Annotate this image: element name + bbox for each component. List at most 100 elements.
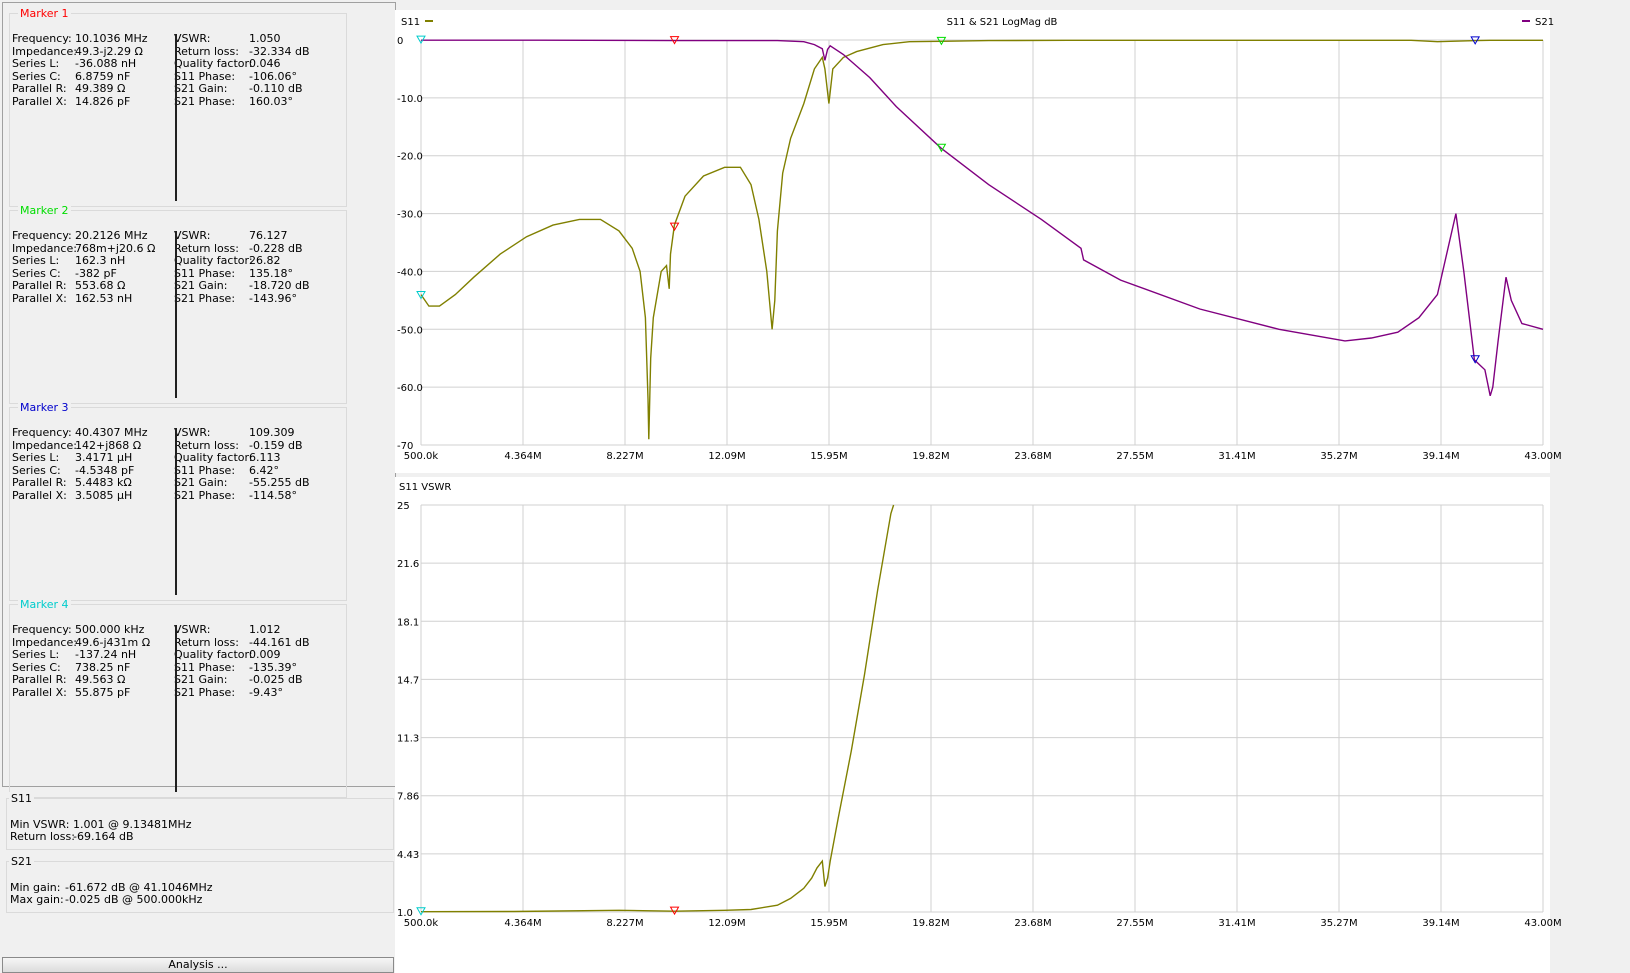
marker-field-value: 5.4483 kΩ <box>75 476 132 489</box>
marker-field-label: Return loss: <box>174 438 239 452</box>
x-tick-label: 43.00M <box>1524 451 1561 462</box>
x-tick-label: 4.364M <box>504 451 541 462</box>
marker-field-label: S21 Gain: <box>174 476 228 489</box>
marker-field-value: 553.68 Ω <box>75 279 126 292</box>
marker-field-value: 162.3 nH <box>75 254 126 267</box>
marker-field-value: -137.24 nH <box>75 648 137 661</box>
marker-field-value: 0.009 <box>249 648 281 661</box>
marker-field-value: 1.012 <box>249 623 281 636</box>
marker-field-value: -0.110 dB <box>249 82 303 95</box>
s21-min-gain-value: -61.672 dB @ 41.1046MHz <box>65 881 213 894</box>
marker-field-label: Impedance: <box>12 44 77 58</box>
marker-field-value: 3.5085 µH <box>75 488 133 502</box>
marker-field-value: 0.046 <box>249 57 281 70</box>
x-tick-label: 4.364M <box>504 918 541 929</box>
marker-field-value: 500.000 kHz <box>75 623 145 636</box>
marker-field-value: 49.3-j2.29 Ω <box>75 44 143 58</box>
marker-field-value: 76.127 <box>249 229 288 242</box>
marker-field-label: S11 Phase: <box>174 69 236 83</box>
s11-return-loss-label: Return loss: <box>10 830 75 843</box>
marker-field-value: 135.18° <box>249 266 293 280</box>
chart-background <box>395 10 1550 473</box>
marker-field-value: -106.06° <box>249 69 297 83</box>
marker-field-label: Parallel X: <box>12 94 67 108</box>
marker-field-label: Series L: <box>12 254 60 267</box>
y-tick-label: 21.6 <box>397 559 419 570</box>
marker-field-value: 738.25 nF <box>75 660 131 674</box>
marker-field-value: 1.050 <box>249 32 281 45</box>
s21-min-gain-label: Min gain: <box>10 881 61 894</box>
marker-title: Marker 3 <box>18 401 71 414</box>
marker-field-label: S11 Phase: <box>174 266 236 280</box>
x-tick-label: 27.55M <box>1116 451 1153 462</box>
series-line-s11-vswr <box>420 504 895 913</box>
marker-1-box: Marker 1 Frequency: 10.1036 MHz Impedance: 4… <box>9 7 347 207</box>
marker-field-label: VSWR: <box>174 623 211 636</box>
y-tick-label: 7.86 <box>397 792 419 803</box>
x-tick-label: 23.68M <box>1014 451 1051 462</box>
marker-field-label: Series L: <box>12 648 60 661</box>
marker-field-value: 6.113 <box>249 451 281 464</box>
marker-field-label: Return loss: <box>174 241 239 255</box>
marker-field-value: 40.4307 MHz <box>75 426 148 439</box>
chart-title: S11 VSWR <box>399 482 451 493</box>
marker-divider <box>175 625 177 792</box>
marker-field-label: Frequency: <box>12 229 72 242</box>
marker-field-value: 55.875 pF <box>75 685 131 699</box>
legend-s21-label: S21 <box>1535 17 1554 28</box>
marker-title: Marker 4 <box>18 598 71 611</box>
s21-summary-title: S21 <box>9 855 34 868</box>
y-tick-label: 4.43 <box>397 850 419 861</box>
marker-3-s21 <box>1470 355 1481 364</box>
marker-field-label: Series C: <box>12 660 61 674</box>
marker-field-label: Impedance: <box>12 635 77 649</box>
x-tick-label: 27.55M <box>1116 918 1153 929</box>
marker-field-value: -18.720 dB <box>249 279 310 292</box>
marker-field-label: Impedance: <box>12 241 77 255</box>
marker-field-value: -9.43° <box>249 685 283 699</box>
x-tick-label: 35.27M <box>1320 451 1357 462</box>
marker-field-label: Frequency: <box>12 32 72 45</box>
marker-field-value: -382 pF <box>75 266 117 280</box>
marker-field-label: Series C: <box>12 69 61 83</box>
marker-field-label: Parallel R: <box>12 279 67 292</box>
logmag-chart: 500.0k 4.364M 8.227M 12.09M 15.95M 19.82M 23.6… <box>395 10 1562 473</box>
marker-field-label: S21 Phase: <box>174 94 236 108</box>
analysis-button[interactable]: Analysis ... <box>2 957 394 973</box>
marker-1-s11 <box>669 222 680 232</box>
marker-field-value: -0.025 dB <box>249 673 303 686</box>
marker-4-s11 <box>416 291 426 300</box>
marker-field-value: 26.82 <box>249 254 281 267</box>
y-tick-label: -30.0 <box>397 210 423 221</box>
marker-field-label: Quality factor: <box>174 57 253 70</box>
x-tick-label: 12.09M <box>708 451 745 462</box>
series-line-s21 <box>421 39 1544 397</box>
marker-field-label: Series C: <box>12 266 61 280</box>
x-tick-label: 12.09M <box>708 918 745 929</box>
s11-summary: S11 Min VSWR: 1.001 @ 9.13481MHz Return l… <box>6 792 394 850</box>
marker-field-label: Quality factor: <box>174 254 253 267</box>
marker-field-value: 6.8759 nF <box>75 69 131 83</box>
marker-field-label: S21 Phase: <box>174 488 236 502</box>
marker-field-label: S21 Phase: <box>174 685 236 699</box>
marker-4-box: Marker 4 Frequency: 500.000 kHz Impedance: 4… <box>9 598 347 798</box>
marker-field-label: Series L: <box>12 451 60 464</box>
marker-field-value: -135.39° <box>249 660 297 674</box>
marker-2-s21 <box>936 143 947 153</box>
marker-3-s11 <box>1470 36 1481 45</box>
marker-field-value: 142+j868 Ω <box>75 438 142 452</box>
marker-field-value: 109.309 <box>249 426 295 439</box>
marker-title: Marker 2 <box>18 204 71 217</box>
x-tick-label: 19.82M <box>912 451 949 462</box>
y-tick-label: 11.3 <box>397 734 419 745</box>
s11-min-vswr-value: 1.001 @ 9.13481MHz <box>73 818 192 831</box>
marker-field-label: Parallel X: <box>12 291 67 305</box>
y-tick-label: 18.1 <box>397 617 419 628</box>
x-tick-label: 31.41M <box>1218 918 1255 929</box>
marker-field-label: Parallel X: <box>12 685 67 699</box>
marker-divider <box>175 231 177 398</box>
marker-field-value: 3.4171 µH <box>75 451 133 464</box>
marker-field-value: 162.53 nH <box>75 291 133 305</box>
marker-field-label: Impedance: <box>12 438 77 452</box>
x-tick-label: 8.227M <box>606 451 643 462</box>
